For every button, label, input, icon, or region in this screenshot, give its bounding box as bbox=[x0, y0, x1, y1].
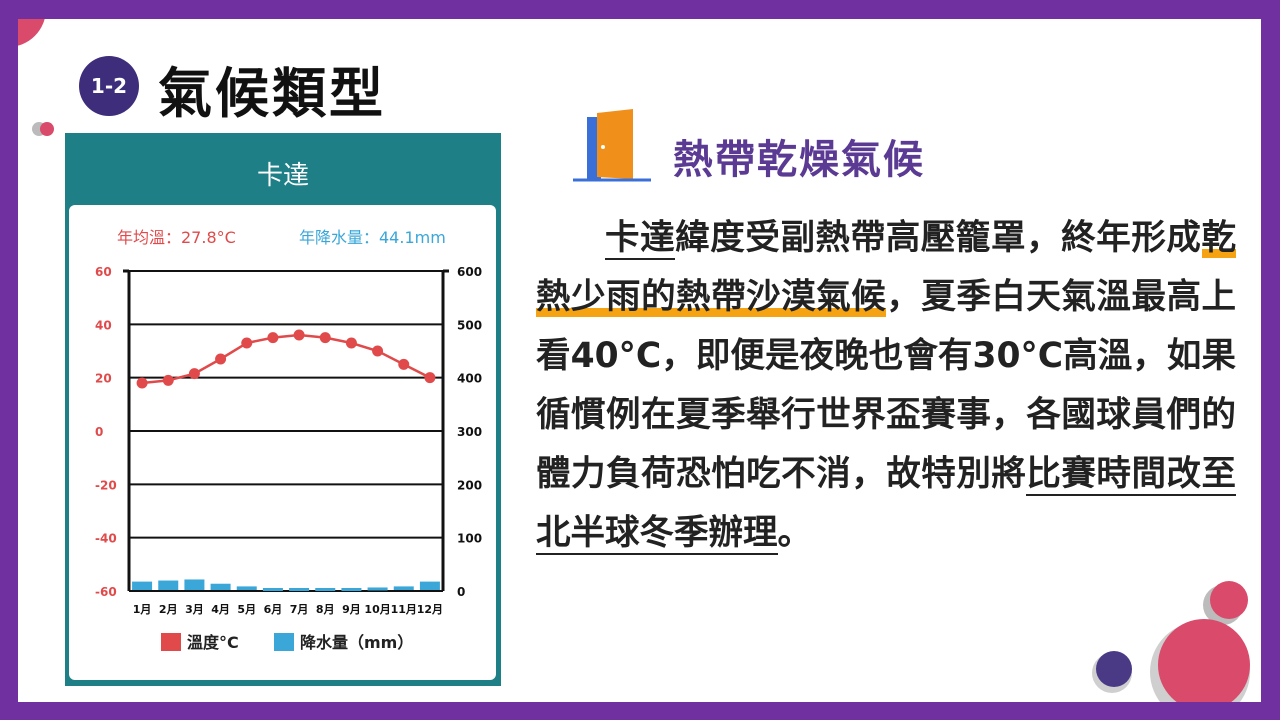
decor-circle-top-left bbox=[18, 19, 46, 47]
rainfall-bar bbox=[210, 583, 231, 590]
slide: 1-2 氣候類型 卡達 年均溫：27.8°C 年降水量：44.1mm 60 600 40… bbox=[18, 19, 1261, 702]
legend-swatch-temperature bbox=[161, 633, 181, 651]
door-icon bbox=[573, 109, 651, 182]
qatar-highlight: 卡達 bbox=[605, 218, 676, 260]
chart-area: 年均溫：27.8°C 年降水量：44.1mm 60 600 40 500 20 400 0 300… bbox=[69, 205, 496, 680]
y-right-tick-label: 400 bbox=[457, 372, 482, 386]
y-right-tick-label: 200 bbox=[457, 478, 482, 492]
rainfall-bar bbox=[184, 579, 205, 590]
text-segment: 。 bbox=[777, 513, 813, 553]
section-number-badge: 1-2 bbox=[79, 56, 139, 116]
decor-circle-right-pink bbox=[1210, 581, 1248, 619]
decor-circle-bottom-big-pink bbox=[1158, 619, 1250, 702]
rainfall-bar bbox=[289, 588, 310, 591]
x-tick-label: 5月 bbox=[237, 603, 256, 616]
y-right-tick-label: 500 bbox=[457, 318, 482, 332]
x-tick-label: 8月 bbox=[316, 603, 335, 616]
text-segment: 緯度受副熱帶高壓籠罩，終年形成 bbox=[675, 218, 1202, 258]
temperature-point bbox=[372, 345, 384, 357]
desert-climate-highlight: 乾熱少雨的熱帶沙漠氣候 bbox=[536, 218, 1237, 317]
y-left-tick-label: 40 bbox=[95, 318, 112, 332]
temperature-point bbox=[188, 368, 200, 380]
temperature-point bbox=[424, 372, 436, 384]
temperature-point bbox=[241, 337, 253, 349]
y-right-tick-label: 600 bbox=[457, 265, 482, 279]
y-left-tick-label: -40 bbox=[95, 532, 117, 546]
rainfall-bar bbox=[262, 588, 283, 591]
x-tick-label: 1月 bbox=[133, 603, 152, 616]
x-tick-label: 10月 bbox=[364, 603, 390, 616]
x-tick-label: 6月 bbox=[264, 603, 283, 616]
x-tick-label: 9月 bbox=[342, 603, 361, 616]
x-tick-label: 7月 bbox=[290, 603, 309, 616]
climograph: 年均溫：27.8°C 年降水量：44.1mm 60 600 40 500 20 400 0 300… bbox=[95, 228, 482, 652]
page-title: 氣候類型 bbox=[158, 62, 386, 125]
y-left-tick-label: -60 bbox=[95, 585, 117, 599]
temperature-point bbox=[162, 374, 174, 386]
text-segment: ，夏季白天氣溫最高上看40°C，即便是夜晚也會有30°C高溫，如果循慣例在夏季舉… bbox=[536, 277, 1237, 494]
rainfall-bar bbox=[236, 586, 257, 590]
legend-swatch-rainfall bbox=[274, 633, 294, 651]
rainfall-bar bbox=[132, 581, 153, 590]
rainfall-bar bbox=[341, 588, 362, 591]
legend-label-rainfall: 降水量（mm） bbox=[300, 633, 413, 652]
temperature-point bbox=[136, 377, 148, 389]
temperature-point bbox=[293, 329, 305, 341]
rainfall-bar bbox=[367, 587, 388, 591]
x-tick-label: 12月 bbox=[417, 603, 443, 616]
temperature-line bbox=[141, 333, 431, 385]
temperature-point bbox=[319, 332, 331, 344]
temperature-point bbox=[398, 358, 410, 370]
annual-rainfall-label: 年降水量：44.1mm bbox=[299, 228, 446, 247]
x-tick-label: 11月 bbox=[391, 603, 417, 616]
y-right-tick-label: 0 bbox=[457, 585, 465, 599]
y-left-tick-label: 0 bbox=[95, 425, 103, 439]
decor-circle-bottom-purple bbox=[1096, 651, 1132, 687]
x-tick-label: 4月 bbox=[211, 603, 230, 616]
annual-avg-temp-label: 年均溫：27.8°C bbox=[117, 228, 236, 247]
rainfall-bar bbox=[419, 581, 440, 590]
y-left-tick-label: 20 bbox=[95, 372, 112, 386]
climate-chart-panel: 卡達 年均溫：27.8°C 年降水量：44.1mm 60 600 40 500 20 400 0… bbox=[65, 133, 501, 686]
description-paragraph: 卡達緯度受副熱帶高壓籠罩，終年形成乾熱少雨的熱帶沙漠氣候，夏季白天氣溫最高上看4… bbox=[536, 209, 1237, 563]
y-left-tick-label: 60 bbox=[95, 265, 112, 279]
temperature-point bbox=[345, 337, 357, 349]
rainfall-bar bbox=[158, 580, 179, 590]
y-right-tick-label: 100 bbox=[457, 532, 482, 546]
temperature-point bbox=[215, 353, 227, 365]
y-left-tick-label: -20 bbox=[95, 478, 117, 492]
y-right-tick-label: 300 bbox=[457, 425, 482, 439]
legend-label-temperature: 溫度°C bbox=[187, 633, 239, 652]
section-title: 熱帶乾燥氣候 bbox=[673, 137, 925, 183]
rainfall-bar bbox=[315, 588, 336, 591]
schedule-change-highlight: 比賽時間改至北半球冬季辦理 bbox=[536, 454, 1237, 555]
chart-title: 卡達 bbox=[256, 161, 309, 191]
decor-dot-left-pink bbox=[40, 122, 54, 136]
x-tick-label: 2月 bbox=[159, 603, 178, 616]
temperature-point bbox=[267, 332, 279, 344]
x-tick-label: 3月 bbox=[185, 603, 204, 616]
rainfall-bar bbox=[393, 586, 414, 590]
